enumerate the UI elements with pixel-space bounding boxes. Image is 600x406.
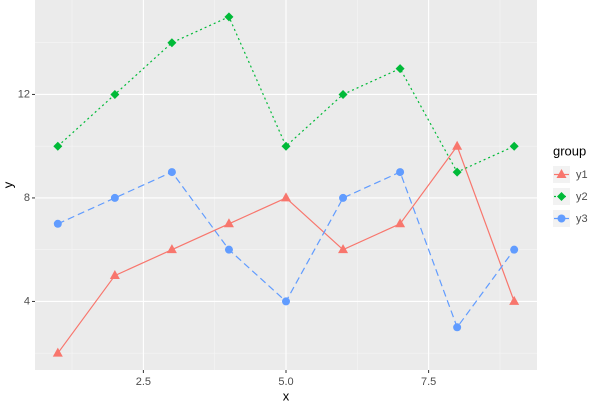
marker	[281, 192, 291, 202]
legend-title: group	[553, 143, 586, 158]
marker	[509, 141, 519, 151]
series	[53, 168, 519, 332]
marker	[166, 244, 177, 254]
marker	[110, 193, 119, 202]
marker	[395, 218, 406, 228]
y-tick-label: 4	[24, 295, 30, 307]
marker	[339, 193, 348, 202]
marker	[509, 295, 520, 305]
x-tick-label: 5.0	[278, 376, 293, 388]
marker	[557, 192, 566, 201]
marker	[282, 297, 290, 306]
marker	[53, 141, 63, 151]
marker	[224, 245, 233, 254]
marker	[52, 347, 63, 357]
series-line	[57, 16, 515, 173]
marker	[556, 169, 567, 178]
series	[52, 140, 520, 357]
legend-label: y2	[576, 191, 588, 203]
legend-label: y3	[576, 213, 588, 225]
marker	[224, 12, 234, 22]
marker	[510, 245, 519, 254]
marker	[167, 38, 177, 48]
marker	[395, 64, 405, 74]
marker	[453, 323, 462, 332]
marker	[396, 168, 405, 177]
y-tick-label: 8	[24, 192, 30, 204]
x-axis-label: x	[283, 388, 290, 403]
marker	[452, 140, 463, 150]
series	[53, 12, 519, 177]
y-tick-label: 12	[18, 88, 30, 100]
legend-label: y1	[576, 169, 588, 181]
marker	[281, 141, 291, 151]
marker	[338, 89, 348, 99]
marker	[53, 219, 62, 228]
marker	[109, 270, 120, 280]
marker	[167, 168, 176, 177]
x-tick-label: 7.5	[421, 376, 436, 388]
marker	[452, 167, 462, 177]
marker	[223, 218, 234, 228]
marker	[110, 89, 120, 99]
marker	[338, 244, 349, 254]
marker	[557, 214, 566, 223]
y-axis-label: y	[0, 181, 15, 188]
x-tick-label: 2.5	[136, 376, 151, 388]
